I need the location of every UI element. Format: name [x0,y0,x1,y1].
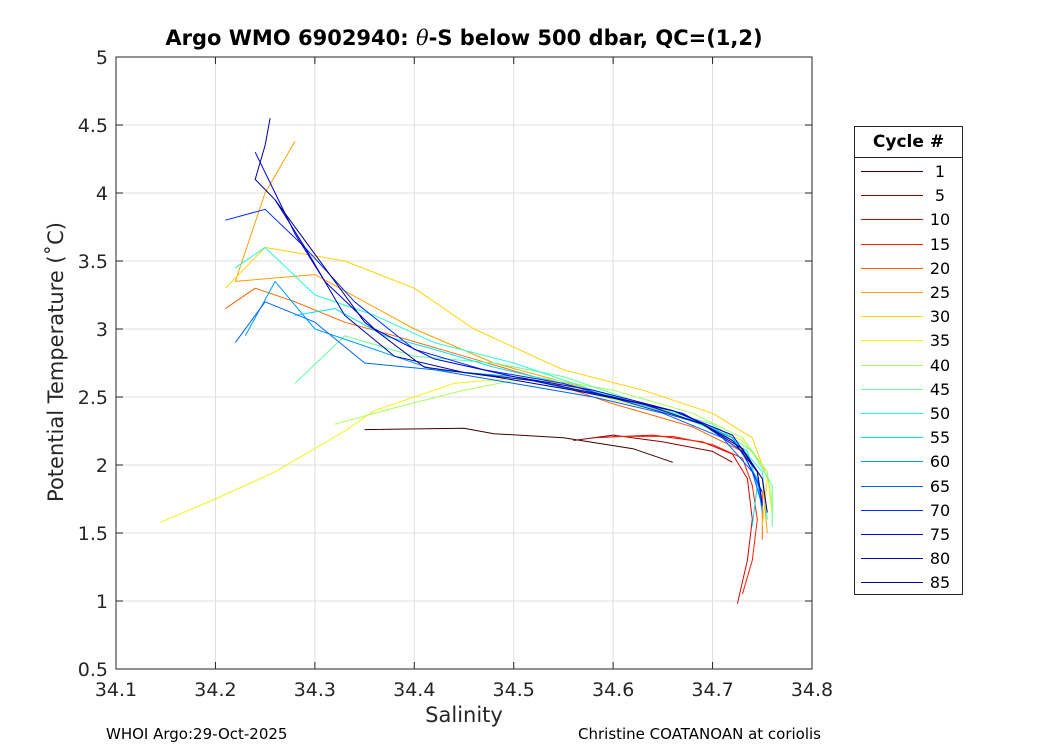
y-axis-label: Potential Temperature (˚C) [44,222,68,502]
legend-item: 30 [855,304,962,328]
series-line-cycle-30 [225,246,768,527]
legend-swatch [861,582,923,584]
legend-item: 50 [855,401,962,425]
y-tick-label: 3.5 [78,251,108,273]
legend-item: 15 [855,232,962,256]
legend-label: 75 [929,525,951,544]
footer-right: Christine COATANOAN at coriolis [578,725,821,743]
y-tick-label: 2 [96,455,108,477]
legend-label: 25 [929,283,951,302]
y-tick-label: 2.5 [78,387,108,409]
series-line-cycle-5 [573,434,733,463]
legend-swatch [861,195,923,197]
x-tick-label: 34.1 [95,679,137,701]
legend-label: 70 [929,500,951,520]
legend-label: 5 [934,186,946,206]
series-layer [160,118,773,604]
x-axis-label: Salinity [425,703,503,727]
legend-label: 65 [929,476,951,496]
legend-item: 70 [855,498,962,522]
legend-label: 85 [929,573,951,593]
series-line-cycle-40 [334,376,773,506]
legend-swatch [861,413,923,414]
y-tick-label: 0.5 [78,659,108,681]
legend-item: 60 [855,449,962,473]
legend-item: 5 [855,183,962,207]
x-tick-label: 34.5 [493,679,535,701]
x-tick-label: 34.3 [294,679,336,701]
series-line-cycle-80 [274,199,763,504]
y-tick-label: 4.5 [78,115,108,137]
legend-item: 80 [855,546,962,570]
legend-label: 50 [929,404,951,423]
footer-left: WHOI Argo:29-Oct-2025 [106,725,288,743]
legend-item: 20 [855,256,962,280]
legend-item: 65 [855,474,962,498]
plot-area [160,118,773,604]
legend-item: 35 [855,328,962,352]
legend-label: 20 [929,258,951,278]
y-tick-label: 4 [96,183,108,205]
legend-item: 10 [855,207,962,231]
legend-swatch [861,364,923,366]
legend-swatch [861,316,923,318]
legend-swatch [861,558,923,560]
x-tick-label: 34.2 [194,679,236,701]
legend-swatch [861,388,923,390]
legend-label: 45 [929,379,951,399]
legend-label: 55 [929,428,951,448]
x-tick-label: 34.8 [791,679,833,701]
chart-title: Argo WMO 6902940: θ-S below 500 dbar, QC… [165,26,763,50]
series-line-cycle-45 [294,335,773,527]
legend-swatch [861,509,923,511]
legend-label: 35 [929,331,951,351]
x-tick-label: 34.7 [691,679,733,701]
legend-item: 25 [855,280,962,304]
legend-swatch [861,219,923,221]
legend-label: 80 [929,549,951,569]
legend-swatch [861,292,923,293]
legend-swatch [861,340,923,342]
y-tick-label: 5 [96,47,108,69]
legend-swatch [861,437,923,439]
legend-label: 10 [929,210,951,230]
legend-title: Cycle # [855,127,962,158]
grid-lines [116,57,812,669]
legend-label: 40 [929,355,951,375]
axes-box [115,56,813,670]
legend-swatch [861,171,923,172]
legend-swatch [861,243,923,245]
x-tick-label: 34.6 [592,679,634,701]
legend-item: 55 [855,425,962,449]
y-tick-label: 1.5 [78,523,108,545]
y-tick-label: 3 [96,319,108,341]
series-line-cycle-35 [160,376,773,523]
series-line-cycle-1 [364,427,673,463]
legend-swatch [861,461,923,463]
legend-item: 1 [855,159,962,183]
axis-ticks: 34.1 34.2 34.3 34.4 34.5 34.6 34.7 34.80.511.52… [78,47,833,701]
legend-swatch [861,485,923,487]
legend-swatch [861,534,923,535]
legend-label: 1 [934,162,946,181]
legend-label: 15 [929,234,951,254]
legend-item: 75 [855,522,962,546]
legend-item: 40 [855,353,962,377]
legend: Cycle # 1 5 10 15 20 25 30 35 40 45 50 55 60 65 70 75 80… [854,126,963,595]
series-line-cycle-65 [234,301,763,506]
legend-swatch [861,267,923,269]
series-line-cycle-15 [613,435,758,595]
legend-label: 30 [929,307,951,327]
y-tick-label: 1 [96,591,108,613]
series-line-cycle-85 [254,118,768,513]
legend-item: 45 [855,377,962,401]
legend-label: 60 [929,452,951,472]
x-tick-label: 34.4 [393,679,435,701]
legend-item: 85 [855,570,962,594]
